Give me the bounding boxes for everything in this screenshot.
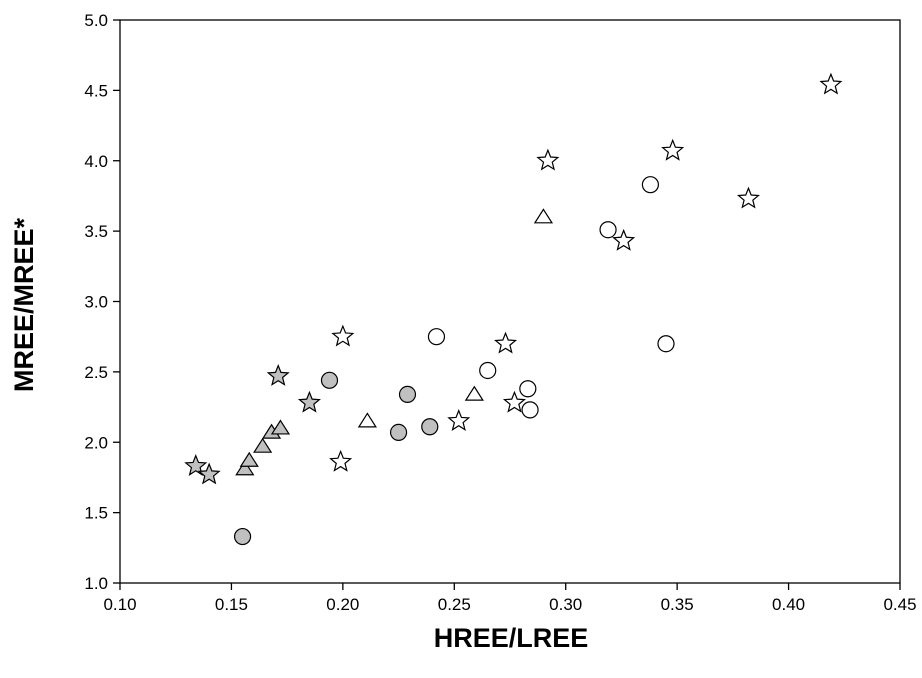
data-point-triangle <box>239 451 259 467</box>
x-tick-label: 0.20 <box>326 595 359 614</box>
x-tick-label: 0.45 <box>883 595 916 614</box>
data-point-circle <box>320 371 339 389</box>
x-axis-title: HREE/LREE <box>434 623 589 653</box>
data-point-circle <box>421 418 439 436</box>
y-tick-label: 4.5 <box>84 81 108 100</box>
data-point-star <box>447 409 471 431</box>
data-point-circle <box>233 527 252 546</box>
data-point-star <box>331 324 355 347</box>
data-point-star <box>536 148 560 171</box>
y-tick-label: 1.0 <box>84 574 108 593</box>
data-point-triangle <box>270 419 291 435</box>
y-tick-label: 3.5 <box>84 222 108 241</box>
x-tick-label: 0.35 <box>661 595 694 614</box>
plot-frame <box>119 19 901 584</box>
data-point-triangle <box>357 412 377 428</box>
data-point-star <box>661 138 685 161</box>
data-point-star <box>184 454 208 476</box>
data-point-circle <box>519 380 537 398</box>
data-point-star <box>819 72 843 95</box>
data-point-star <box>502 390 526 413</box>
plot-area <box>119 19 901 584</box>
data-point-star <box>329 449 353 472</box>
data-point-circle <box>427 328 446 346</box>
y-tick-label: 2.0 <box>84 433 108 452</box>
y-axis: 1.0 1.5 2.0 2.5 3.0 3.5 4.0 4.5 5.0 <box>84 11 120 593</box>
data-point-circle <box>641 176 660 194</box>
data-point-circle <box>599 221 617 239</box>
data-point-triangle <box>235 460 255 476</box>
data-point-circle <box>521 401 539 419</box>
data-points <box>184 72 843 546</box>
data-point-star <box>197 462 221 485</box>
x-tick-label: 0.25 <box>438 595 471 614</box>
data-point-circle <box>479 361 497 380</box>
data-point-star <box>266 363 290 386</box>
data-point-star <box>494 331 518 354</box>
x-axis: 0.10 0.15 0.20 0.25 0.30 0.35 0.40 0.45 <box>103 583 917 614</box>
data-point-circle <box>657 335 675 353</box>
data-point-triangle <box>533 208 554 224</box>
y-tick-label: 4.0 <box>84 152 108 171</box>
y-tick-label: 2.5 <box>84 363 108 382</box>
x-tick-label: 0.40 <box>772 595 805 614</box>
data-point-circle <box>398 385 417 403</box>
data-point-triangle <box>464 385 484 401</box>
data-point-circle <box>389 423 408 441</box>
x-tick-label: 0.15 <box>215 595 248 614</box>
x-tick-label: 0.10 <box>103 595 136 614</box>
data-point-star <box>736 186 760 209</box>
y-tick-label: 5.0 <box>84 11 108 30</box>
y-axis-title: MREE/MREE* <box>9 217 39 392</box>
data-point-triangle <box>253 437 273 453</box>
data-point-star <box>297 390 321 413</box>
y-tick-label: 3.0 <box>84 293 108 312</box>
x-tick-label: 0.30 <box>549 595 582 614</box>
data-point-star <box>612 228 636 251</box>
y-tick-label: 1.5 <box>84 504 108 523</box>
